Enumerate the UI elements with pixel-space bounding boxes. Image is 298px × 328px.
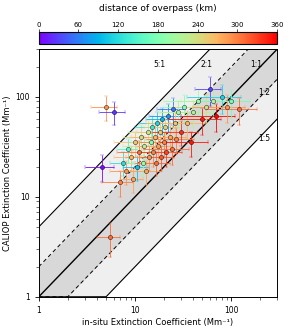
Text: 5:1: 5:1 <box>153 60 166 69</box>
Text: 1:5: 1:5 <box>258 134 270 143</box>
Title: distance of overpass (km): distance of overpass (km) <box>99 4 217 12</box>
Y-axis label: CALIOP Extinction Coefficient (Mm⁻¹): CALIOP Extinction Coefficient (Mm⁻¹) <box>4 95 13 251</box>
Text: 2:1: 2:1 <box>200 60 212 69</box>
Text: 1:2: 1:2 <box>258 88 270 97</box>
X-axis label: in-situ Extinction Coefficient (Mm⁻¹): in-situ Extinction Coefficient (Mm⁻¹) <box>82 318 234 327</box>
Text: 1:1: 1:1 <box>250 60 262 69</box>
